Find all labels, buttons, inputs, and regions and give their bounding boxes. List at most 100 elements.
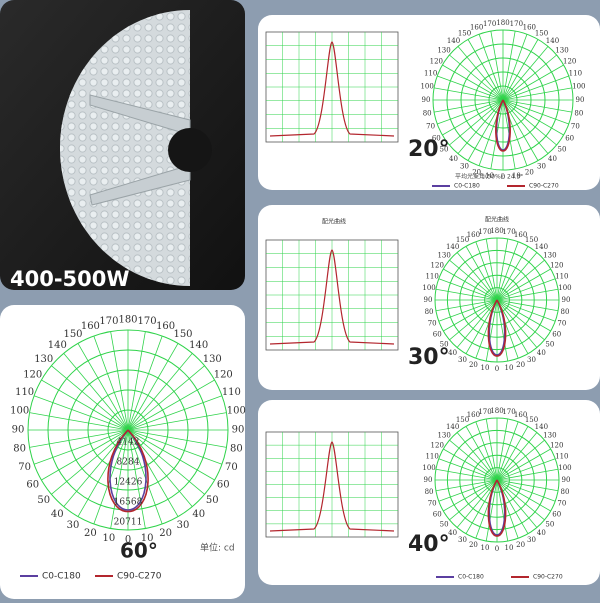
polar-spoke [438,479,498,502]
polar-spoke [496,479,545,521]
polar-spoke [456,252,498,301]
polar-angle-label: 100 [572,83,585,91]
legend-label: C90-C270 [529,183,559,190]
polar-spoke [485,238,498,301]
polar-angle-label: 60 [565,135,574,143]
polar-spoke [496,299,556,322]
power-label: 400-500W [10,267,130,291]
polar-angle-label: 60 [433,331,442,339]
polar-angle-label: 130 [437,47,450,55]
polar-spoke [127,429,205,495]
polar-angle-label: 120 [550,262,563,270]
polar-spoke [443,479,498,512]
polar-spoke [502,99,557,146]
polar-angle-label: 30 [177,520,190,531]
legend-label: C90-C270 [117,572,162,582]
curve-c0 [109,429,147,511]
polar-angle-label: 130 [543,252,556,260]
polar-spoke [496,288,559,301]
polar-spoke [51,365,129,431]
polar-angle-label: 40 [449,155,458,163]
polar-spoke [449,259,498,301]
polar-spoke [443,448,498,481]
polar-angle-label: 100 [422,464,435,472]
polar-spoke [438,278,498,301]
beam-angle: 60° [120,539,158,563]
curve-c90 [487,299,507,357]
polar-angle-label: 120 [550,442,563,450]
curve-c90 [495,99,511,152]
polar-angle-label: 110 [424,70,437,78]
polar-spoke [465,426,498,481]
polar-angle-label: 90 [424,476,433,484]
polar-angle-label: 70 [428,320,437,328]
beam-angle: 40° [408,532,450,557]
polar-spoke [502,75,569,101]
chart-title: 配光曲线 [322,218,346,226]
polar-angle-label: 80 [425,488,434,496]
polar-spoke [437,75,504,101]
polar-angle-label: 50 [440,145,449,153]
polar-spoke [442,99,504,136]
polar-angle-label: 140 [447,37,460,45]
polar-angle-label: 20 [159,528,172,539]
intensity-label: 4142 [117,438,140,448]
curve-c0 [488,299,506,356]
polar-angle-label: 30 [527,536,536,544]
polar-spoke [93,335,129,431]
polar-spoke [485,299,498,362]
polar-angle-label: 160 [514,231,527,239]
polar-angle-label: 40 [537,529,546,537]
polar-angle-label: 120 [431,442,444,450]
polar-spoke [456,432,498,481]
polar-angle-label: 40 [537,349,546,357]
polar-spoke [467,39,504,101]
polar-spoke [496,432,538,481]
polar-spoke [496,252,538,301]
polar-spoke [502,64,564,101]
polar-angle-label: 20 [525,168,534,176]
polar-angle-label: 50 [558,145,567,153]
polar-angle-label: 160 [523,24,536,32]
polar-angle-label: 110 [569,70,582,78]
beam-angle: 30° [408,345,450,370]
polar-spoke [496,299,551,332]
distribution-curve [269,41,395,137]
polar-spoke [443,268,498,301]
polar-angle-label: 160 [467,231,480,239]
polar-angle-label: 120 [430,58,443,66]
polar-angle-label: 30 [458,356,467,364]
polar-angle-label: 40 [192,509,205,520]
polar-angle-label: 40 [51,509,64,520]
polar-angle-label: 70 [557,320,566,328]
polar-angle-label: 120 [214,370,233,381]
polar-spoke [435,479,498,492]
polar-angle-label: 90 [562,476,571,484]
polar-angle-label: 140 [446,423,459,431]
polar-spoke [485,479,498,542]
polar-angle-label: 140 [535,243,548,251]
polar-angle-label: 90 [422,96,431,104]
polar-spoke [127,429,227,448]
polar-angle-label: 170 [478,408,491,416]
polar-angle-label: 90 [576,96,585,104]
polar-angle-label: 20 [472,168,481,176]
polar-spoke [502,99,569,125]
panel-40 [258,400,600,585]
polar-spoke [496,448,551,481]
polar-angle-label: 130 [34,354,53,365]
polar-spoke [456,299,498,348]
polar-spoke [502,87,573,101]
curve-c0 [495,99,511,151]
polar-spoke [496,268,551,301]
polar-spoke [478,34,504,101]
polar-spoke [127,365,205,431]
polar-spoke [449,479,498,521]
polar-spoke [496,299,545,341]
polar-angle-label: 10 [103,533,116,544]
polar-angle-label: 100 [10,405,29,416]
polar-angle-label: 130 [203,354,222,365]
polar-angle-label: 10 [481,544,490,552]
polar-spoke [496,238,509,301]
polar-angle-label: 50 [440,340,449,348]
